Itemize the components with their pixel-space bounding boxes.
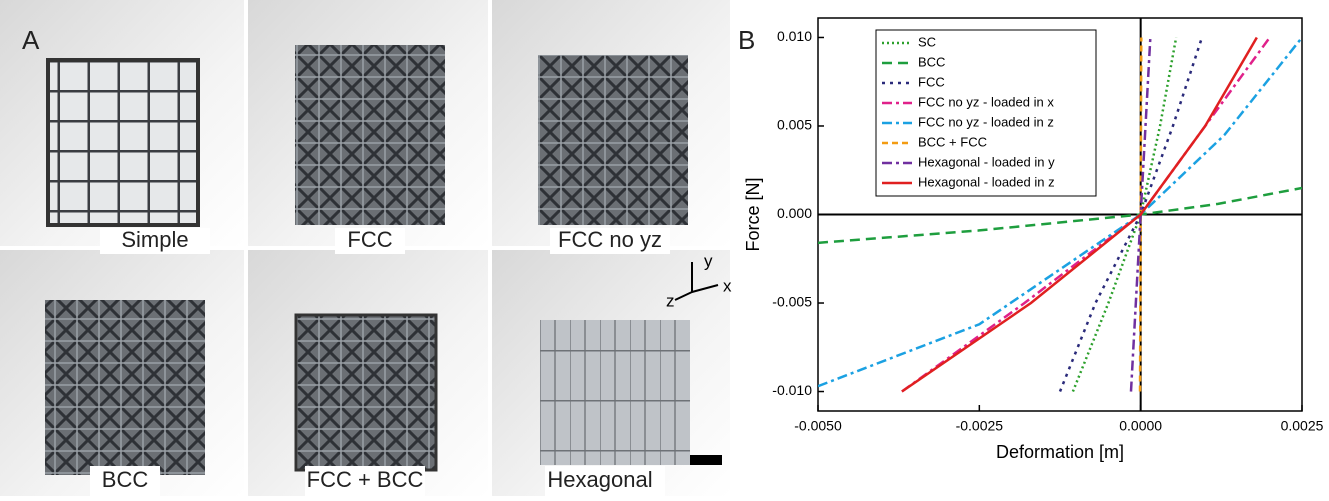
legend-label: BCC	[918, 54, 945, 69]
legend-label: FCC no yz - loaded in z	[918, 114, 1054, 129]
x-axis-label: Deformation [m]	[996, 442, 1124, 462]
y-tick-label: -0.010	[772, 382, 812, 398]
legend-label: Hexagonal - loaded in y	[918, 154, 1055, 169]
lattice-render	[295, 45, 445, 225]
tile-label: Simple	[121, 227, 188, 252]
legend-label: FCC	[918, 74, 945, 89]
lattice-render	[296, 315, 436, 470]
panel-label: B	[738, 25, 755, 55]
panel-label: A	[22, 25, 40, 55]
axis-glyph-label: z	[666, 291, 675, 310]
x-tick-label: 0.0025	[1281, 418, 1324, 434]
legend-label: BCC + FCC	[918, 134, 987, 149]
legend-label: SC	[918, 34, 936, 49]
tile-label: FCC	[347, 227, 392, 252]
figure: A Simple FCC FCC no yz BCC FCC + BCC Hex…	[0, 0, 1329, 496]
y-axis-label: Force [N]	[743, 177, 763, 251]
scale-bar	[690, 455, 722, 465]
x-tick-label: -0.0025	[956, 418, 1004, 434]
lattice-render	[540, 320, 690, 465]
y-tick-label: 0.000	[777, 205, 812, 221]
lattice-render	[45, 300, 205, 475]
lattice-render	[538, 55, 688, 225]
x-tick-label: 0.0000	[1119, 418, 1162, 434]
tile-label: FCC + BCC	[307, 467, 424, 492]
lattice-render	[48, 60, 198, 225]
panel-a: A Simple FCC FCC no yz BCC FCC + BCC Hex…	[0, 0, 732, 496]
axis-glyph-label: x	[723, 276, 732, 295]
legend-label: FCC no yz - loaded in x	[918, 94, 1054, 109]
y-tick-label: 0.005	[777, 117, 812, 133]
legend-box	[876, 30, 1096, 196]
y-tick-label: -0.005	[772, 294, 812, 310]
axis-glyph-label: y	[704, 251, 713, 270]
x-tick-label: -0.0050	[794, 418, 842, 434]
legend-label: Hexagonal - loaded in z	[918, 174, 1055, 189]
tile-label: Hexagonal	[547, 467, 652, 492]
tile-label: BCC	[102, 467, 149, 492]
y-tick-label: 0.010	[777, 28, 812, 44]
tile-label: FCC no yz	[558, 227, 662, 252]
panel-b: B -0.0050 -0.0025 0.0000 0.0025 -0.010 -0.005 0…	[738, 18, 1324, 462]
